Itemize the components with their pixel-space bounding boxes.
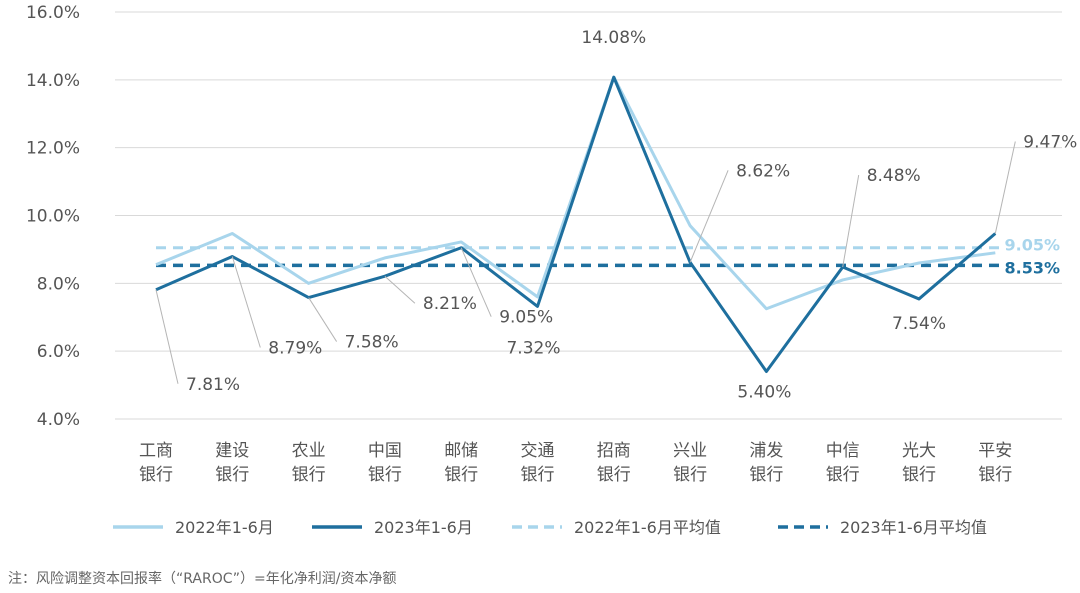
legend-label: 2023年1-6月平均值 [840,518,987,537]
data-label: 9.47% [1023,132,1077,152]
chart-svg: 4.0% 6.0% 8.0% 10.0% 12.0% 14.0% 16.0% 工商银行 建设银… [26,3,1077,537]
data-label: 9.05% [499,308,553,328]
y-tick-label: 8.0% [37,274,80,294]
average-line-label: 8.53% [1004,258,1060,277]
data-label: 7.81% [186,375,240,395]
legend-label: 2022年1-6月 [175,518,274,537]
data-label: 8.62% [736,161,790,181]
data-label-leader [308,297,338,342]
x-category-label: 中信银行 [826,441,860,485]
data-labels: 7.81% 8.79% 7.58% 8.21% 9.05% 7.32% 14.08% 8.62… [155,28,1077,403]
x-category-label: 交通银行 [521,441,555,485]
y-tick-label: 4.0% [37,410,80,430]
data-label: 8.79% [268,339,322,359]
data-label-leader [994,141,1016,234]
y-tick-label: 6.0% [37,342,80,362]
data-label-leader [384,275,416,304]
series-line [155,75,997,374]
data-label: 5.40% [737,383,791,403]
y-tick-label: 10.0% [26,207,80,227]
data-label: 7.58% [345,333,399,353]
data-label-leader [460,247,492,317]
x-category-label: 招商银行 [597,441,631,485]
data-label-leader [155,289,179,384]
legend-label: 2022年1-6月平均值 [574,518,721,537]
x-axis-category-labels: 工商银行 建设银行 农业银行 中国银行 邮储银行 交通银行 招商银行 兴业银行 浦发银行 中信银行… [139,441,1012,485]
x-category-label: 浦发银行 [749,441,783,485]
x-category-label: 中国银行 [368,441,402,485]
data-label-leader [231,256,261,348]
x-category-label: 邮储银行 [444,441,478,485]
gridlines [115,11,1062,420]
y-tick-label: 14.0% [26,71,80,91]
x-category-label: 农业银行 [292,441,326,485]
y-tick-label: 16.0% [26,3,80,23]
data-label: 8.48% [867,166,921,186]
data-label: 7.32% [506,338,560,358]
average-lines: 9.05% 8.53% [156,236,1060,277]
y-axis-tick-labels: 4.0% 6.0% 8.0% 10.0% 12.0% 14.0% 16.0% [26,3,80,430]
legend: 2022年1-6月 2023年1-6月 2022年1-6月平均值 2023年1-6月平… [113,518,987,537]
data-label-leader [689,170,729,263]
data-label: 8.21% [423,294,477,314]
x-category-label: 兴业银行 [673,441,707,485]
footnote: 注：风险调整资本回报率（“RAROC”）=年化净利润/资本净额 [8,571,397,587]
legend-label: 2023年1-6月 [374,518,473,537]
series-lines [155,75,997,374]
x-category-label: 光大银行 [902,441,936,485]
x-category-label: 建设银行 [215,441,249,485]
data-label-leader [842,174,860,268]
y-tick-label: 12.0% [26,139,80,159]
average-line-label: 9.05% [1004,236,1060,255]
data-label: 14.08% [581,28,646,48]
x-category-label: 平安银行 [978,441,1012,485]
data-label: 7.54% [892,314,946,334]
x-category-label: 工商银行 [139,441,173,485]
